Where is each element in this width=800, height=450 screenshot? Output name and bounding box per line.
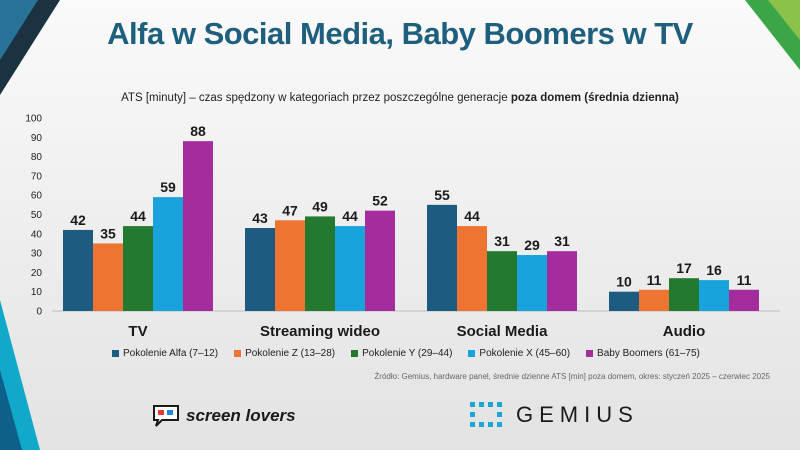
- data-label: 44: [342, 208, 358, 224]
- legend-label: Pokolenie Z (13–28): [245, 348, 336, 359]
- bar: [245, 228, 275, 311]
- data-label: 47: [282, 202, 298, 218]
- speech-bubble-icon: [153, 405, 179, 427]
- chart-subtitle: ATS [minuty] – czas spędzony w kategoria…: [0, 92, 800, 104]
- data-label: 35: [100, 225, 116, 241]
- bar: [639, 289, 669, 311]
- bar: [427, 204, 457, 311]
- data-label: 31: [554, 233, 570, 249]
- y-tick-label: 90: [31, 133, 43, 144]
- y-tick-label: 20: [31, 268, 43, 279]
- bar: [669, 278, 699, 311]
- bar: [547, 251, 577, 311]
- legend-item: Pokolenie X (45–60): [468, 348, 570, 359]
- bar: [457, 226, 487, 311]
- legend-label: Pokolenie Y (29–44): [362, 348, 453, 359]
- y-tick-label: 60: [31, 191, 43, 202]
- data-label: 17: [676, 260, 692, 276]
- bar: [63, 229, 93, 311]
- bar: [153, 197, 183, 311]
- data-label: 31: [494, 233, 510, 249]
- legend-swatch: [234, 350, 242, 357]
- data-label: 29: [524, 237, 540, 253]
- data-label: 44: [464, 208, 480, 224]
- bar: [729, 289, 759, 311]
- source-note: Źródło: Gemius, hardware panel, średnie …: [374, 372, 770, 381]
- data-label: 55: [434, 187, 450, 203]
- legend-label: Pokolenie X (45–60): [479, 348, 571, 359]
- corner-decoration-bottom-left-accent: [0, 370, 22, 450]
- y-tick-label: 80: [31, 152, 43, 163]
- screen-lovers-logo: screen lovers: [152, 404, 296, 428]
- y-tick-label: 30: [31, 249, 43, 260]
- legend-item: Pokolenie Y (29–44): [351, 348, 452, 359]
- bar: [699, 280, 729, 311]
- y-tick-label: 0: [36, 307, 42, 318]
- legend-item: Pokolenie Alfa (7–12): [112, 348, 218, 359]
- data-label: 11: [647, 272, 662, 288]
- legend-item: Pokolenie Z (13–28): [234, 348, 335, 359]
- y-tick-label: 100: [25, 114, 42, 125]
- data-label: 11: [737, 272, 752, 288]
- data-label: 44: [130, 208, 146, 224]
- data-label: 16: [706, 262, 722, 278]
- legend-swatch: [112, 350, 119, 357]
- gemius-logo: GEMIUS: [470, 402, 639, 428]
- bar: [487, 251, 517, 311]
- legend-swatch: [351, 350, 359, 357]
- data-label: 59: [160, 179, 176, 195]
- y-tick-label: 50: [31, 210, 43, 221]
- bar: [93, 243, 123, 311]
- bar: [609, 291, 639, 311]
- data-label: 88: [190, 123, 206, 139]
- page-title: Alfa w Social Media, Baby Boomers w TV: [107, 16, 693, 51]
- y-tick-label: 40: [31, 229, 43, 240]
- legend-label: Pokolenie Alfa (7–12): [123, 348, 219, 359]
- legend-swatch: [586, 350, 594, 357]
- data-label: 49: [312, 198, 328, 214]
- bar: [123, 226, 153, 311]
- category-label: Streaming wideo: [260, 323, 380, 340]
- category-label: Social Media: [457, 323, 549, 340]
- subtitle-bold-text: poza domem (średnia dzienna): [510, 92, 679, 104]
- gemius-text: GEMIUS: [516, 402, 639, 427]
- legend-swatch: [468, 350, 476, 357]
- data-label: 52: [372, 193, 388, 209]
- bar: [305, 216, 335, 311]
- screen-lovers-text: screen lovers: [186, 406, 296, 425]
- bar: [517, 255, 547, 311]
- y-tick-label: 10: [31, 287, 43, 298]
- category-label: Audio: [663, 323, 706, 340]
- y-tick-label: 70: [31, 171, 43, 182]
- corner-decoration-top-right-accent: [768, 0, 800, 40]
- gemius-dots-icon: [470, 402, 502, 427]
- data-label: 42: [70, 212, 86, 228]
- corner-decoration-top-left-accent: [0, 0, 38, 60]
- bar: [183, 141, 213, 311]
- chart-legend: Pokolenie Alfa (7–12) Pokolenie Z (13–28)…: [112, 348, 700, 359]
- legend-item: Baby Boomers (61–75): [586, 348, 700, 359]
- bar: [365, 210, 395, 311]
- bar: [275, 220, 305, 311]
- subtitle-text: ATS [minuty] – czas spędzony w kategoria…: [121, 92, 511, 104]
- bar: [335, 226, 365, 311]
- category-label: TV: [128, 323, 147, 340]
- data-label: 10: [616, 274, 632, 290]
- data-label: 43: [252, 210, 268, 226]
- legend-label: Baby Boomers (61–75): [597, 348, 700, 359]
